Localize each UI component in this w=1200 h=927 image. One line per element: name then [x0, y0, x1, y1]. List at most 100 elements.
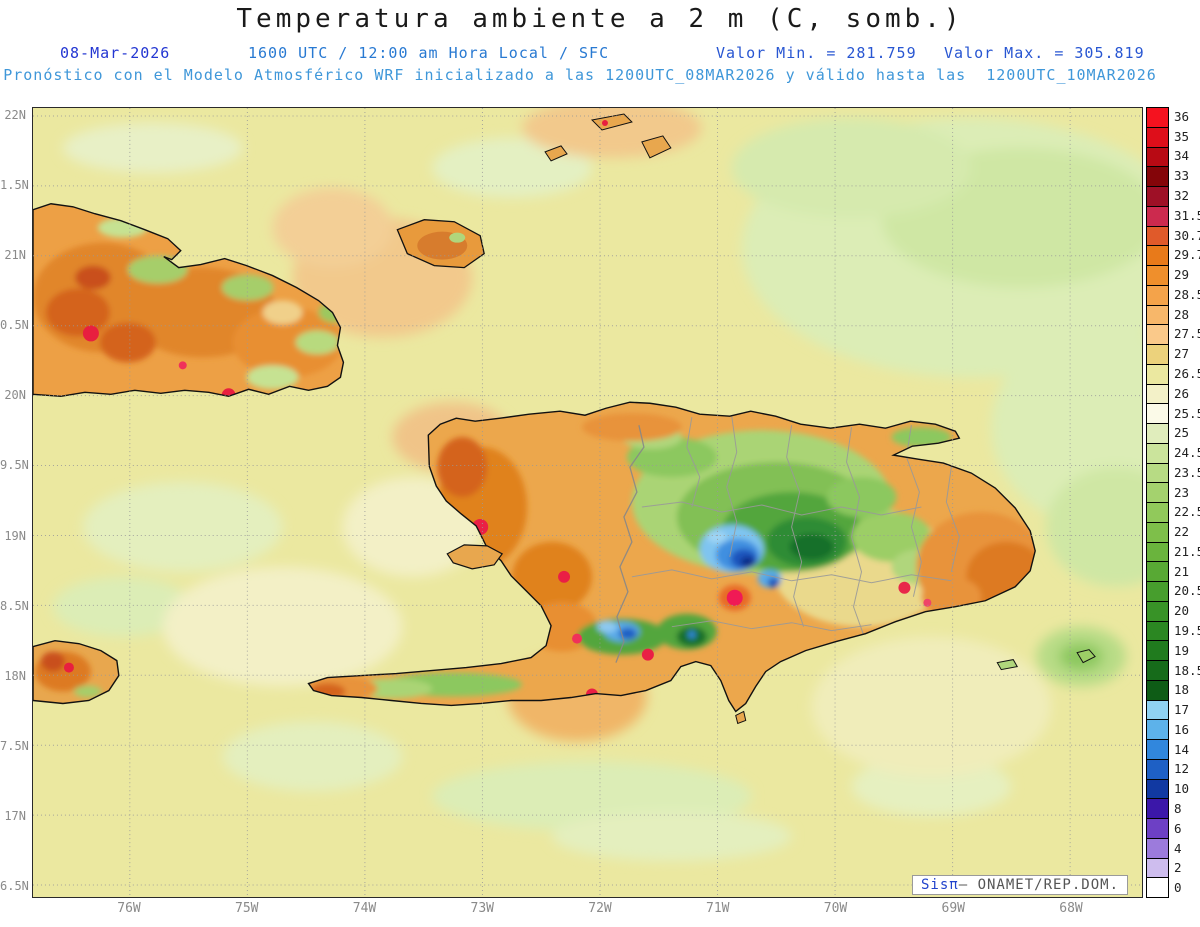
colorbar-value-label: 32	[1174, 187, 1190, 203]
colorbar-swatch	[1147, 424, 1168, 444]
colorbar-swatch	[1147, 503, 1168, 523]
colorbar-value-label: 18.5	[1174, 662, 1200, 678]
colorbar-swatch	[1147, 779, 1168, 800]
colorbar-value-label: 31.5	[1174, 207, 1200, 223]
y-tick-label: 20N	[4, 388, 26, 403]
colorbar-swatch	[1147, 759, 1168, 780]
colorbar-swatch	[1147, 522, 1168, 543]
colorbar-swatch	[1147, 680, 1168, 701]
y-tick-label: 8.5N	[0, 598, 29, 613]
colorbar-value-label: 2	[1174, 860, 1182, 876]
colorbar-swatch	[1147, 562, 1168, 582]
watermark-org: ONAMET/REP.DOM.	[977, 877, 1119, 893]
great-inagua-island	[396, 219, 485, 269]
watermark-brand: Sisπ	[920, 877, 959, 893]
colorbar-swatch	[1147, 147, 1168, 168]
x-axis-labels: 76W 75W 74W 73W 72W 71W 70W 69W 68W	[32, 901, 1143, 921]
colorbar-value-label: 21.5	[1174, 543, 1200, 559]
colorbar-swatch	[1147, 127, 1168, 148]
x-tick-label: 69W	[941, 901, 965, 916]
x-tick-label: 75W	[235, 901, 259, 916]
y-tick-label: 18N	[4, 668, 26, 683]
jamaica-landmass	[33, 639, 120, 705]
colorbar-swatch	[1147, 404, 1168, 424]
turks-caicos-islands	[544, 113, 672, 162]
colorbar-value-label: 36	[1174, 108, 1190, 124]
colorbar-swatch	[1147, 621, 1168, 642]
colorbar-value-label: 25.5	[1174, 405, 1200, 421]
colorbar-value-label: 24.5	[1174, 445, 1200, 461]
colorbar-swatch	[1147, 799, 1168, 819]
colorbar-swatch	[1147, 542, 1168, 563]
colorbar-swatch	[1147, 364, 1168, 385]
colorbar-swatch	[1147, 266, 1168, 286]
map-frame: Sisπ– ONAMET/REP.DOM.	[32, 107, 1143, 898]
colorbar-swatch	[1147, 325, 1168, 345]
colorbar-swatch	[1147, 601, 1168, 622]
x-tick-label: 71W	[706, 901, 730, 916]
colorbar-swatch	[1147, 187, 1168, 207]
colorbar-swatch	[1147, 384, 1168, 405]
mona-island	[1076, 649, 1096, 664]
run-date: 08-Mar-2026	[60, 44, 171, 62]
y-tick-label: 7.5N	[0, 738, 29, 753]
valid-time: 1600 UTC / 12:00 am Hora Local / SFC	[248, 44, 610, 62]
colorbar-value-label: 27	[1174, 346, 1190, 362]
colorbar-value-label: 28.5	[1174, 286, 1200, 302]
y-tick-label: 9.5N	[0, 458, 29, 473]
colorbar-swatch	[1147, 108, 1168, 128]
valor-min: Valor Min. = 281.759	[716, 44, 917, 62]
y-tick-label: 22N	[4, 108, 26, 122]
colorbar-value-label: 18	[1174, 682, 1190, 698]
colorbar-value-label: 28	[1174, 306, 1190, 322]
watermark: Sisπ– ONAMET/REP.DOM.	[911, 875, 1128, 895]
y-tick-label: 17N	[4, 808, 26, 823]
colorbar-value-label: 25	[1174, 425, 1190, 441]
colorbar-swatch	[1147, 285, 1168, 306]
colorbar-value-label: 29.7	[1174, 247, 1200, 263]
colorbar-swatch	[1147, 858, 1168, 879]
colorbar-value-label: 0	[1174, 880, 1182, 896]
y-tick-label: 6.5N	[0, 878, 29, 893]
colorbar-value-label: 14	[1174, 741, 1190, 757]
colorbar-swatch	[1147, 226, 1168, 247]
x-tick-label: 74W	[352, 901, 377, 916]
colorbar-value-label: 27.5	[1174, 326, 1200, 342]
y-tick-label: 21N	[4, 248, 26, 263]
colorbar-value-label: 20.5	[1174, 583, 1200, 599]
y-tick-label: 1.5N	[0, 178, 29, 193]
colorbar-value-label: 10	[1174, 781, 1190, 797]
beata-island	[735, 710, 747, 725]
colorbar-value-label: 6	[1174, 820, 1182, 836]
x-tick-label: 76W	[117, 901, 141, 916]
colorbar-swatch	[1147, 740, 1168, 760]
colorbar-value-label: 33	[1174, 168, 1190, 184]
colorbar-swatch	[1147, 167, 1168, 187]
colorbar-swatch	[1147, 641, 1168, 661]
forecast-description: Pronóstico con el Modelo Atmosférico WRF…	[3, 66, 1157, 84]
province-boundaries	[615, 416, 960, 663]
colorbar-value-label: 12	[1174, 761, 1190, 777]
colorbar-swatch	[1147, 700, 1168, 721]
colorbar-swatch	[1147, 305, 1168, 326]
colorbar-value-label: 17	[1174, 702, 1190, 718]
colorbar-swatch	[1147, 463, 1168, 484]
colorbar-value-label: 19	[1174, 642, 1190, 658]
x-tick-label: 73W	[470, 901, 494, 916]
colorbar-value-label: 35	[1174, 128, 1190, 144]
colorbar	[1146, 107, 1169, 898]
colorbar-value-label: 23.5	[1174, 464, 1200, 480]
colorbar-value-label: 26	[1174, 385, 1190, 401]
x-tick-label: 72W	[588, 901, 612, 916]
colorbar-value-label: 29	[1174, 267, 1190, 283]
x-tick-label: 68W	[1059, 901, 1083, 916]
colorbar-swatch	[1147, 582, 1168, 602]
watermark-separator: –	[958, 877, 978, 893]
x-tick-label: 70W	[823, 901, 848, 916]
colorbar-value-label: 21	[1174, 563, 1190, 579]
valor-max: Valor Max. = 305.819	[944, 44, 1145, 62]
colorbar-swatch	[1147, 246, 1168, 266]
colorbar-value-label: 22.5	[1174, 504, 1200, 520]
y-axis-labels: 22N 1.5N 21N 0.5N 20N 9.5N 19N 8.5N 18N 7.5N 17N 6.…	[0, 107, 29, 898]
